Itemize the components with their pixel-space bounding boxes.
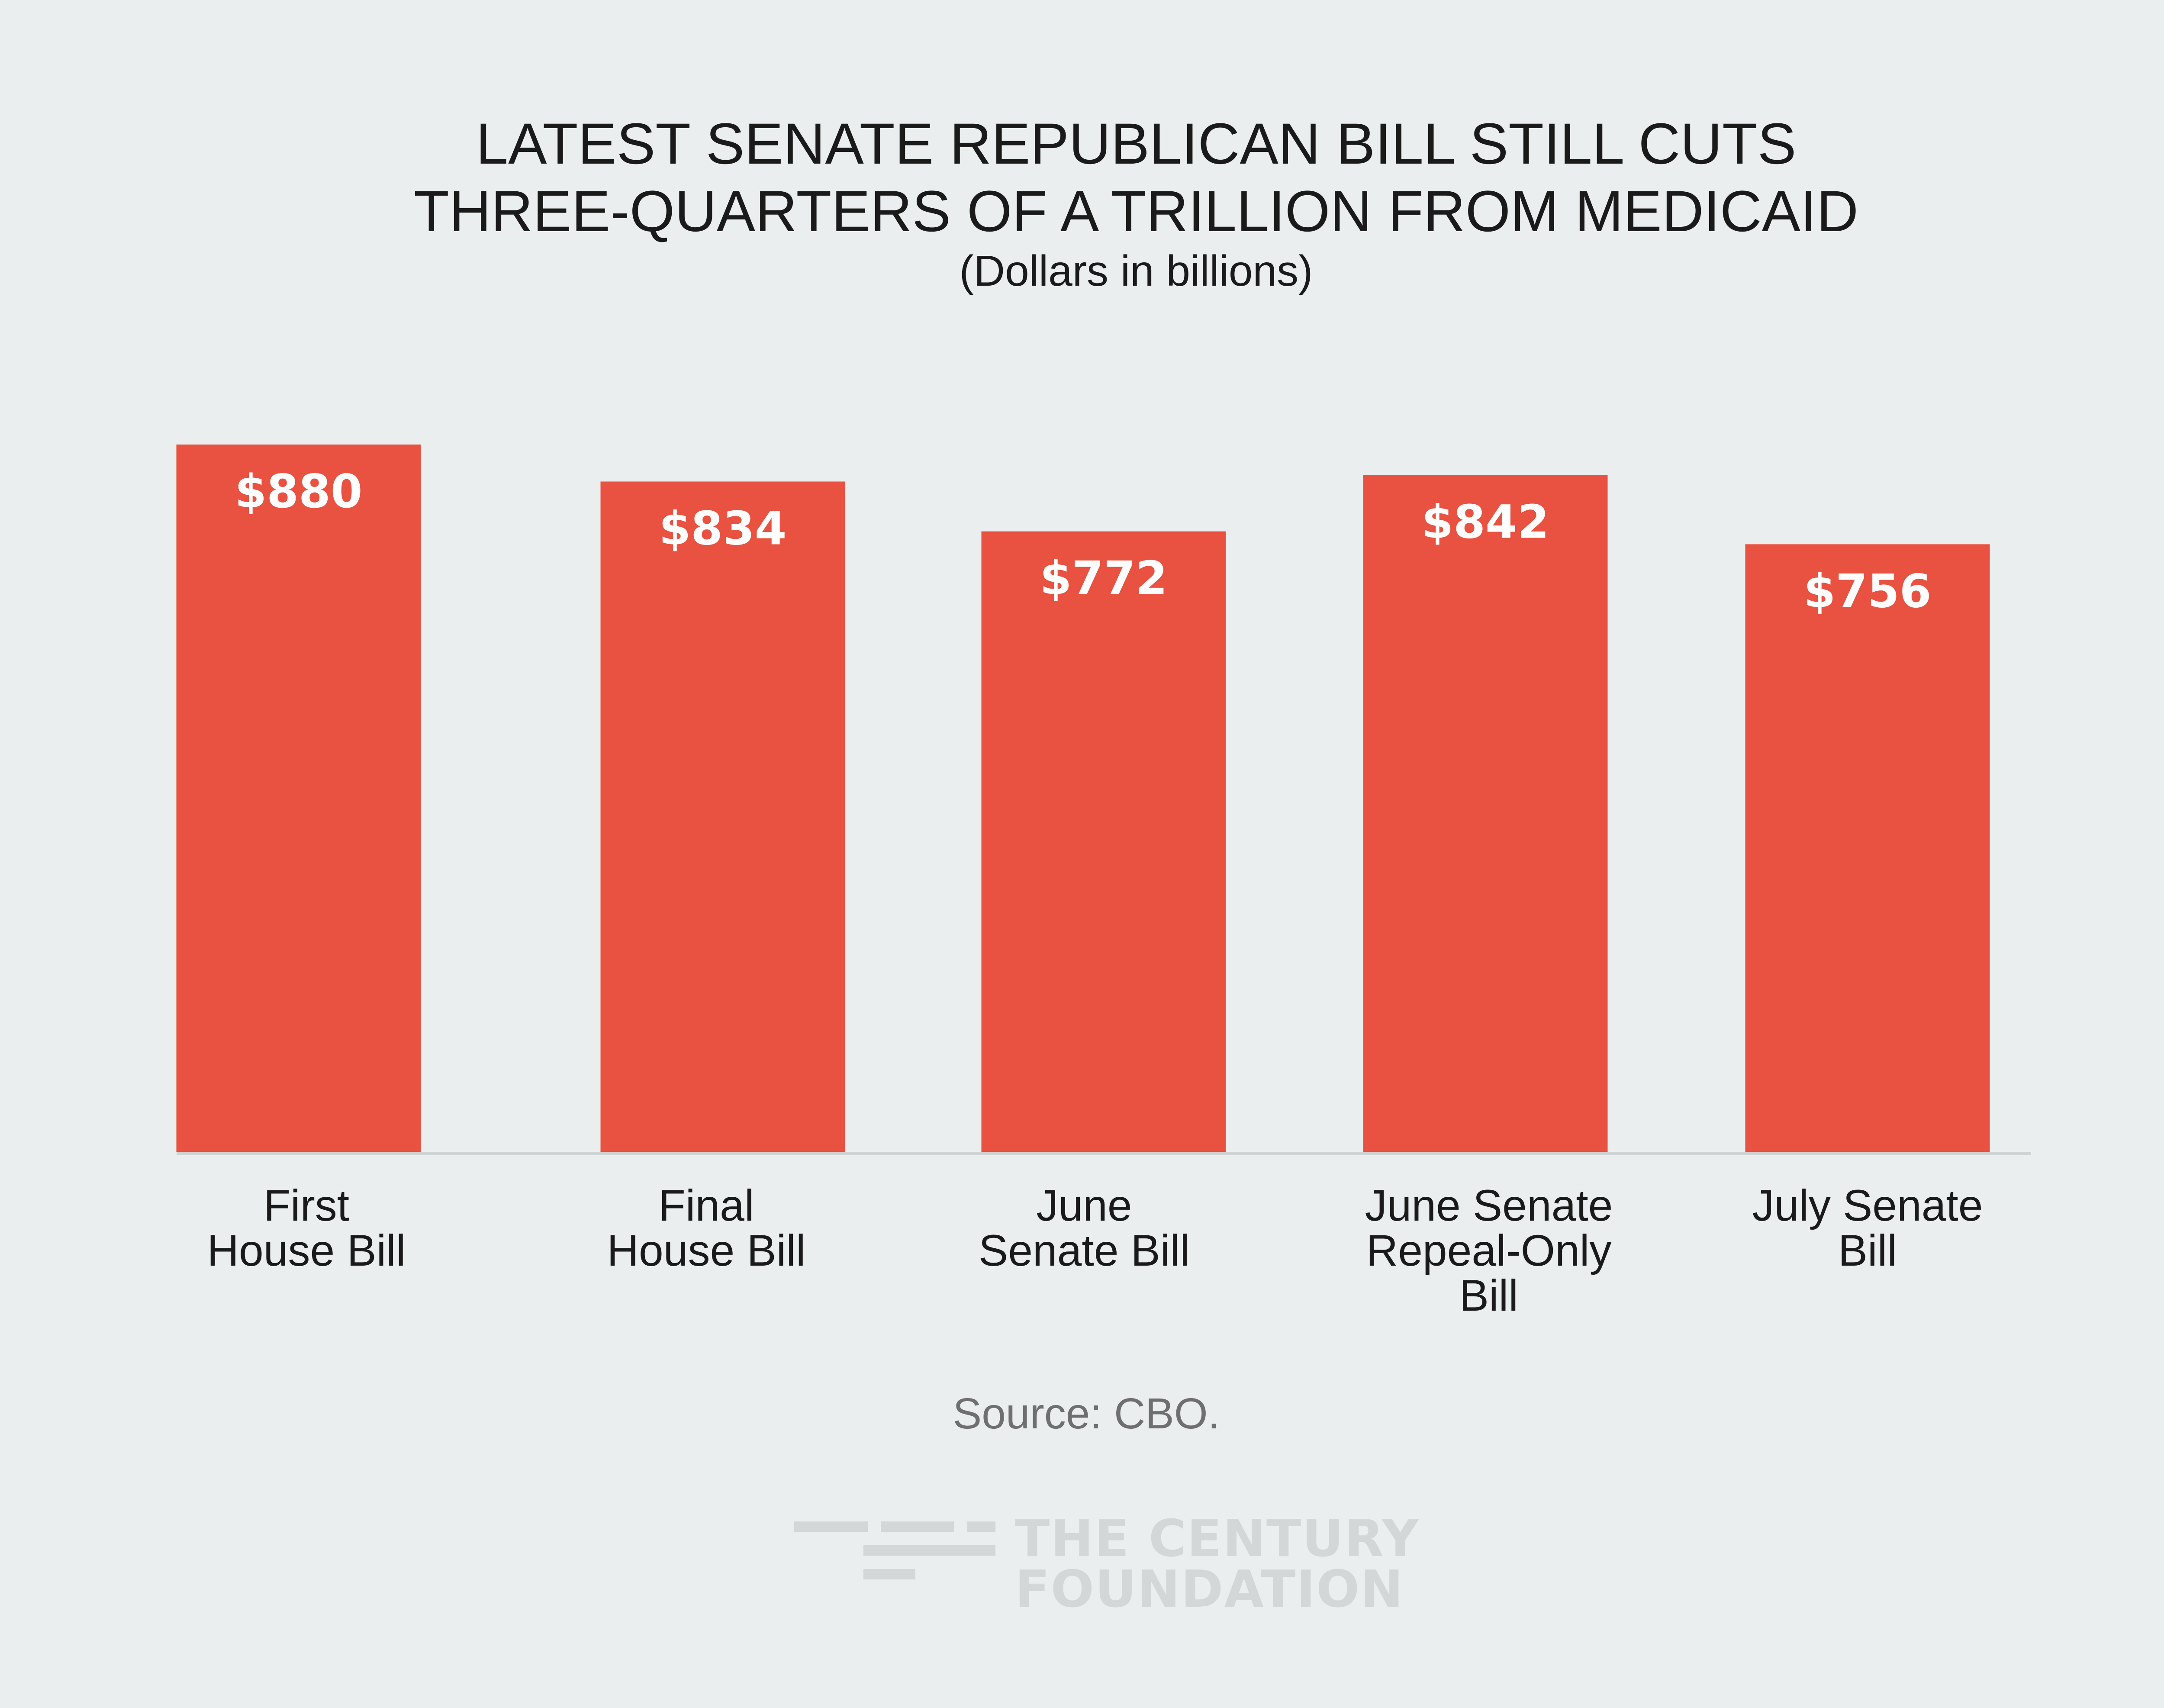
category-label-4: June Senate Repeal-Only Bill (1365, 1181, 1613, 1320)
value-label-4: $842 (1421, 496, 1549, 549)
category-label-2-line-1: Final (658, 1181, 754, 1230)
category-label-5: July Senate Bill (1752, 1181, 1983, 1275)
value-label-2: $834 (659, 502, 786, 555)
value-labels-group: $880 $834 $772 $842 $756 (235, 465, 1931, 618)
century-foundation-logo: THE CENTURY FOUNDATION (794, 1508, 1420, 1619)
category-label-4-line-2: Repeal-Only (1366, 1226, 1612, 1275)
source-note: Source: CBO. (953, 1389, 1220, 1438)
logo-text-line-1: THE CENTURY (1015, 1508, 1420, 1568)
category-label-1-line-1: First (264, 1181, 349, 1230)
category-label-2: Final House Bill (607, 1181, 805, 1275)
category-label-1-line-2: House Bill (207, 1226, 406, 1275)
bar-3 (981, 531, 1226, 1152)
bar-1 (176, 445, 421, 1152)
value-label-5: $756 (1803, 564, 1931, 618)
logo-text-line-2: FOUNDATION (1015, 1559, 1404, 1619)
category-label-3: June Senate Bill (979, 1181, 1190, 1275)
value-label-3: $772 (1040, 552, 1167, 605)
bar-5 (1745, 544, 1990, 1152)
category-label-2-line-2: House Bill (607, 1226, 805, 1275)
category-label-4-line-3: Bill (1459, 1271, 1518, 1320)
category-label-5-line-1: July Senate (1752, 1181, 1983, 1230)
chart-subtitle: (Dollars in billions) (960, 247, 1313, 295)
category-label-3-line-2: Senate Bill (979, 1226, 1190, 1275)
bar-2 (600, 481, 845, 1152)
chart-title-line-2: THREE-QUARTERS OF A TRILLION FROM MEDICA… (414, 179, 1858, 244)
chart-title-line-1: LATEST SENATE REPUBLICAN BILL STILL CUTS (476, 112, 1797, 176)
bar-4 (1363, 475, 1608, 1152)
category-label-4-line-1: June Senate (1365, 1181, 1613, 1230)
category-label-1: First House Bill (207, 1181, 406, 1275)
value-label-1: $880 (235, 465, 362, 518)
bars-group (176, 445, 1990, 1152)
category-label-5-line-2: Bill (1838, 1226, 1897, 1275)
category-label-3-line-1: June (1036, 1181, 1132, 1230)
century-foundation-stripes-icon (794, 1521, 995, 1579)
